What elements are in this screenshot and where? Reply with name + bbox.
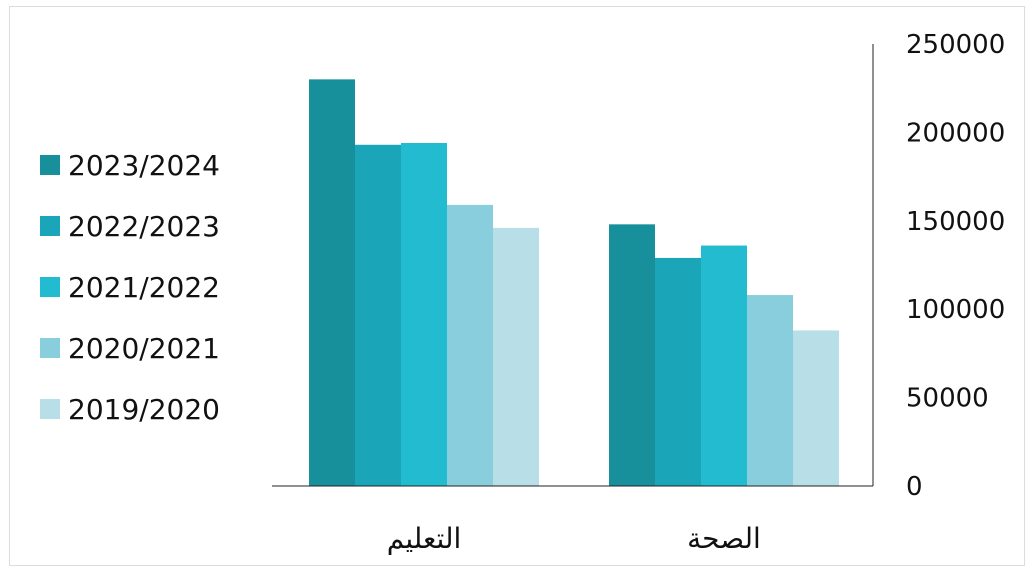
chart-frame [9,6,1025,566]
bar-2019-2020-1 [793,330,839,486]
legend-swatch [40,338,60,358]
bar-2023-2024-0 [309,79,355,487]
legend-label: 2020/2021 [68,332,220,365]
legend: 2023/2024 2022/2023 2021/2022 2020/2021 2019… [40,149,220,426]
legend-label: 2019/2020 [68,393,220,426]
y-tick-label: 250000 [906,30,1005,60]
legend-label: 2022/2023 [68,210,220,243]
y-tick-label: 100000 [906,295,1005,325]
y-tick-label: 0 [906,472,923,502]
legend-swatch [40,216,60,236]
legend-label: 2021/2022 [68,271,220,304]
y-axis-ticks: 0 50000 100000 150000 200000 250000 [906,30,1005,502]
bar-2021-2022-1 [701,245,747,486]
y-tick-label: 150000 [906,207,1005,237]
bar-2020-2021-0 [447,204,493,486]
y-tick-label: 50000 [906,384,989,414]
x-category-label: الصحة [687,522,761,555]
axes [272,44,874,487]
bar-2021-2022-0 [401,143,447,486]
legend-swatch [40,399,60,419]
x-category-label: التعليم [387,522,462,555]
bar-2022-2023-0 [355,144,401,486]
y-tick-label: 200000 [906,118,1005,148]
bar-2019-2020-0 [493,227,539,486]
bar-2022-2023-1 [655,257,701,486]
bar-2023-2024-1 [609,224,655,486]
bar-2020-2021-1 [747,295,793,486]
legend-label: 2023/2024 [68,149,220,182]
x-axis-ticks: التعليم الصحة [387,522,761,555]
legend-swatch [40,277,60,297]
bars [309,79,839,487]
legend-swatch [40,155,60,175]
